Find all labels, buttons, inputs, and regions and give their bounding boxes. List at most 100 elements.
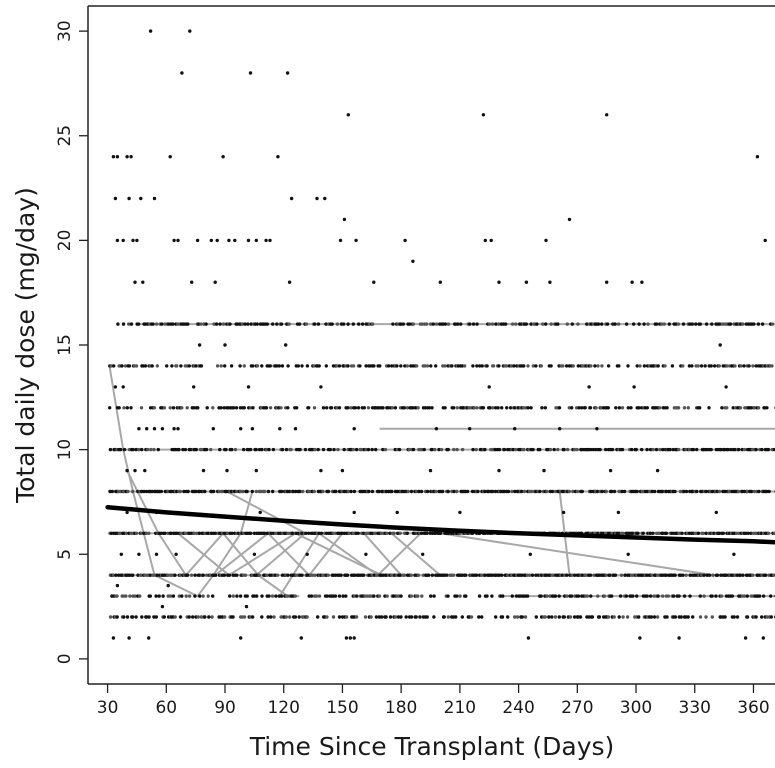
- data-point: [520, 573, 524, 577]
- data-point: [248, 71, 253, 75]
- data-point: [239, 636, 243, 640]
- data-point: [390, 489, 394, 494]
- data-point: [193, 594, 197, 598]
- data-point: [474, 573, 479, 577]
- data-point: [289, 196, 294, 201]
- data-point: [260, 615, 264, 619]
- data-point: [173, 615, 177, 619]
- data-point: [240, 322, 245, 326]
- data-point: [242, 364, 246, 368]
- data-point: [377, 594, 382, 598]
- data-point: [549, 322, 553, 326]
- data-point: [725, 364, 729, 368]
- data-point: [724, 385, 728, 389]
- data-point: [326, 573, 330, 577]
- data-point: [131, 447, 135, 452]
- data-point: [208, 573, 212, 577]
- data-point: [152, 196, 157, 201]
- data-point: [596, 322, 601, 326]
- data-point: [242, 406, 246, 410]
- data-point: [421, 573, 426, 577]
- data-point: [752, 406, 757, 410]
- data-point: [422, 447, 426, 452]
- data-point: [617, 531, 621, 535]
- data-point: [275, 322, 279, 326]
- data-point: [630, 280, 634, 284]
- y-tick-label: 20: [55, 230, 75, 252]
- data-point: [409, 615, 414, 619]
- data-point: [489, 238, 493, 243]
- data-point: [321, 447, 326, 452]
- data-point: [660, 322, 664, 326]
- data-point: [278, 427, 282, 431]
- data-point: [600, 489, 604, 494]
- data-point: [335, 322, 340, 326]
- data-point: [115, 615, 119, 619]
- data-point: [612, 489, 617, 494]
- data-point: [250, 615, 255, 619]
- data-point: [704, 531, 708, 535]
- data-point: [459, 322, 463, 326]
- data-point: [134, 447, 138, 452]
- data-point: [431, 322, 435, 326]
- data-point: [140, 615, 144, 619]
- data-point: [585, 322, 589, 326]
- data-point: [125, 468, 129, 473]
- data-point: [147, 531, 151, 535]
- data-point: [513, 406, 517, 410]
- data-point: [133, 468, 137, 473]
- data-point: [736, 489, 741, 494]
- data-point: [280, 447, 285, 452]
- data-point: [305, 552, 309, 556]
- data-point: [588, 573, 593, 577]
- data-point: [341, 594, 345, 598]
- data-point: [571, 364, 575, 368]
- data-point: [411, 259, 415, 263]
- data-point: [733, 447, 737, 452]
- data-point: [119, 447, 123, 452]
- data-point: [223, 364, 227, 368]
- data-point: [405, 364, 409, 368]
- data-point: [715, 573, 720, 577]
- data-point: [325, 594, 329, 598]
- data-point: [249, 322, 253, 326]
- data-point: [271, 322, 275, 326]
- data-point: [398, 531, 402, 535]
- data-point: [331, 615, 336, 619]
- data-point: [418, 615, 422, 619]
- data-point: [717, 531, 722, 535]
- data-point: [271, 447, 276, 452]
- data-point: [337, 364, 342, 368]
- data-point: [268, 364, 272, 368]
- data-point: [148, 573, 153, 577]
- data-point: [332, 447, 336, 452]
- data-point: [416, 406, 420, 410]
- data-point: [662, 322, 666, 326]
- data-point: [117, 406, 121, 410]
- data-point: [279, 489, 284, 494]
- data-point: [524, 322, 528, 326]
- data-point: [339, 573, 343, 577]
- data-point: [463, 573, 468, 577]
- data-point: [346, 489, 350, 494]
- data-point: [274, 594, 278, 598]
- data-point: [638, 364, 642, 368]
- data-point: [136, 573, 140, 577]
- data-point: [682, 594, 687, 598]
- data-point: [349, 489, 353, 494]
- data-point: [696, 531, 701, 535]
- data-point: [616, 510, 621, 515]
- data-point: [726, 447, 730, 452]
- data-point: [262, 531, 267, 535]
- data-point: [570, 573, 574, 577]
- data-point: [376, 573, 380, 577]
- data-point: [181, 447, 185, 452]
- data-point: [724, 573, 728, 577]
- data-point: [362, 406, 366, 410]
- data-point: [599, 406, 603, 410]
- data-point: [667, 322, 671, 326]
- data-point: [353, 406, 358, 410]
- data-point: [760, 447, 764, 452]
- data-point: [349, 406, 353, 410]
- data-point: [187, 615, 191, 619]
